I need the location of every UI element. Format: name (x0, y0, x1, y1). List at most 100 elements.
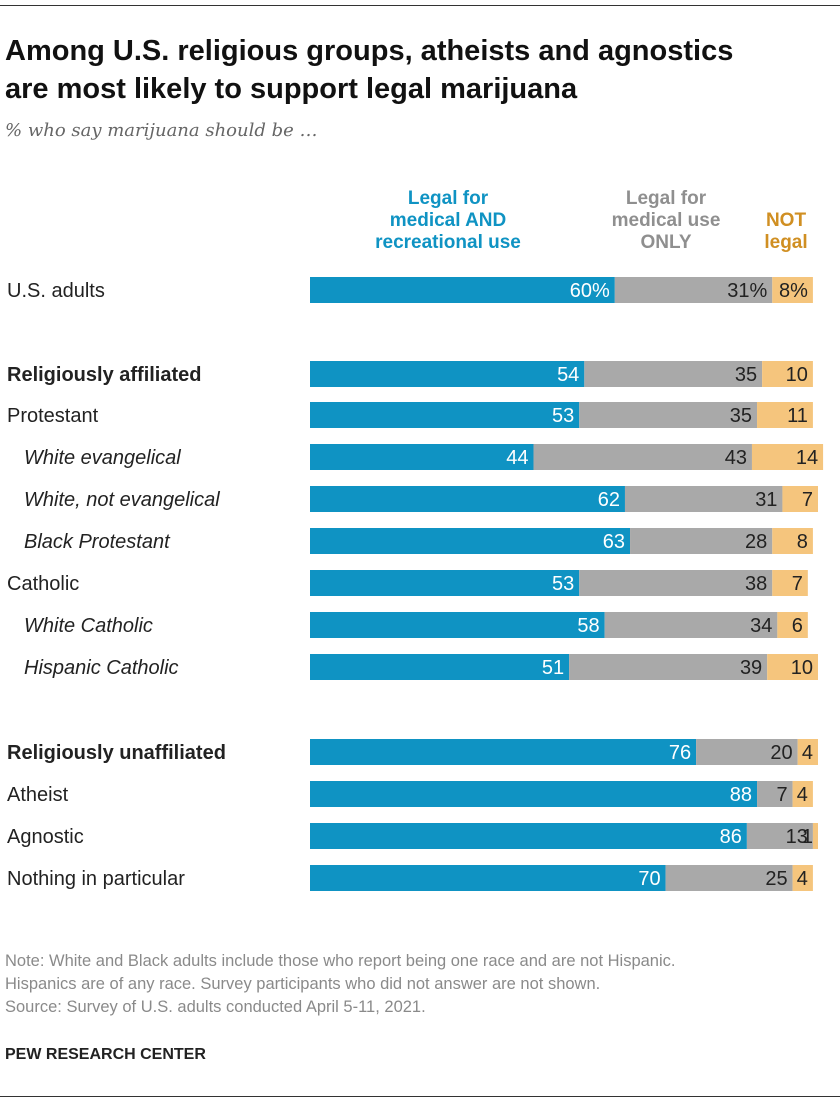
value-label-series-1-row-5: 62 (598, 489, 620, 511)
bar-series-3-row-2 (762, 361, 813, 387)
chart-subtitle: % who say marijuana should be … (5, 120, 318, 141)
bar-series-2-row-6 (630, 528, 773, 554)
bar-series-1-row-8 (310, 612, 605, 638)
bar-series-3-row-9 (767, 654, 818, 680)
bar-series-2-row-7 (579, 570, 773, 596)
value-label-series-2-row-6: 28 (745, 531, 767, 553)
value-label-series-3-row-9: 10 (791, 657, 813, 679)
bar-series-2-row-9 (569, 654, 768, 680)
value-label-series-3-row-12: 1 (802, 826, 813, 848)
bar-series-1-row-7 (310, 570, 580, 596)
value-label-series-3-row-5: 7 (802, 489, 813, 511)
note-line-2: Hispanics are of any race. Survey partic… (5, 975, 601, 993)
value-label-series-3-row-6: 8 (797, 531, 808, 553)
legend-series-2-line-1: Legal for (626, 188, 707, 209)
category-label-4: White evangelical (24, 447, 181, 469)
value-label-series-2-row-7: 38 (745, 573, 767, 595)
value-label-series-2-row-1: 31% (727, 280, 767, 302)
bar-series-2-row-8 (604, 612, 778, 638)
category-label-10: Religiously unaffiliated (7, 742, 226, 764)
value-label-series-1-row-13: 70 (638, 868, 660, 890)
bar-series-2-row-11 (757, 781, 793, 807)
bar-series-3-row-4 (751, 444, 824, 470)
bottom-rule (0, 1096, 840, 1097)
value-label-series-3-row-8: 6 (792, 615, 803, 637)
bar-series-2-row-12 (746, 823, 813, 849)
value-label-series-2-row-5: 31 (755, 489, 777, 511)
value-label-series-1-row-6: 63 (603, 531, 625, 553)
bar-series-2-row-2 (584, 361, 763, 387)
value-label-series-3-row-13: 4 (797, 868, 808, 890)
value-label-series-1-row-4: 44 (506, 447, 528, 469)
value-label-series-1-row-7: 53 (552, 573, 574, 595)
bar-series-2-row-10 (696, 739, 798, 765)
bar-series-2-row-13 (665, 865, 793, 891)
value-label-series-1-row-12: 86 (720, 826, 742, 848)
value-label-series-2-row-2: 35 (735, 364, 757, 386)
value-label-series-1-row-10: 76 (669, 742, 691, 764)
category-label-11: Atheist (7, 784, 69, 806)
bar-series-3-row-13 (792, 865, 813, 891)
bar-series-2-row-1 (614, 277, 773, 303)
legend-series-1-line-1: Legal for (408, 188, 489, 209)
bar-series-3-row-12 (812, 823, 818, 849)
category-label-3: Protestant (7, 405, 99, 427)
value-label-series-1-row-2: 54 (557, 364, 579, 386)
category-label-1: U.S. adults (7, 280, 105, 302)
bar-series-3-row-5 (782, 486, 818, 512)
value-label-series-1-row-3: 53 (552, 405, 574, 427)
title-line-2: are most likely to support legal marijua… (5, 73, 578, 105)
bar-series-3-row-10 (797, 739, 818, 765)
value-label-series-1-row-1: 60% (570, 280, 610, 302)
value-label-series-1-row-8: 58 (577, 615, 599, 637)
bar-series-1-row-6 (310, 528, 631, 554)
value-label-series-3-row-2: 10 (786, 364, 808, 386)
value-label-series-2-row-9: 39 (740, 657, 762, 679)
value-label-series-2-row-8: 34 (750, 615, 772, 637)
bar-series-3-row-7 (772, 570, 808, 596)
bar-series-3-row-3 (757, 402, 813, 428)
bar-series-1-row-2 (310, 361, 585, 387)
bar-series-3-row-6 (772, 528, 813, 554)
legend-series-1-line-2: medical AND (390, 210, 507, 231)
bar-series-1-row-4 (310, 444, 534, 470)
value-label-series-3-row-7: 7 (792, 573, 803, 595)
value-label-series-3-row-1: 8% (779, 280, 808, 302)
category-label-9: Hispanic Catholic (24, 657, 179, 679)
category-label-12: Agnostic (7, 826, 84, 848)
bar-series-1-row-11 (310, 781, 758, 807)
value-label-series-1-row-11: 88 (730, 784, 752, 806)
value-label-series-2-row-3: 35 (730, 405, 752, 427)
bar-series-3-row-1 (772, 277, 813, 303)
note-line-3: Source: Survey of U.S. adults conducted … (5, 998, 426, 1016)
bar-series-1-row-3 (310, 402, 580, 428)
bar-series-1-row-1 (310, 277, 615, 303)
bar-series-1-row-10 (310, 739, 697, 765)
bar-series-1-row-5 (310, 486, 625, 512)
category-label-8: White Catholic (24, 615, 153, 637)
value-label-series-2-row-11: 7 (776, 784, 787, 806)
bar-series-1-row-9 (310, 654, 570, 680)
category-label-5: White, not evangelical (24, 489, 220, 511)
value-label-series-3-row-4: 14 (796, 447, 818, 469)
legend-series-3-line-2: legal (764, 232, 807, 253)
legend-series-1-line-3: recreational use (375, 232, 521, 253)
top-rule (0, 5, 840, 6)
value-label-series-3-row-3: 11 (787, 405, 808, 427)
bar-series-3-row-11 (792, 781, 813, 807)
bar-series-1-row-13 (310, 865, 666, 891)
title-line-1: Among U.S. religious groups, atheists an… (5, 35, 734, 67)
category-label-2: Religiously affiliated (7, 364, 201, 386)
legend-series-2-line-2: medical use (612, 210, 721, 231)
bar-series-1-row-12 (310, 823, 747, 849)
legend-series-3-line-1: NOT (766, 210, 807, 231)
category-label-7: Catholic (7, 573, 79, 595)
bar-series-2-row-5 (624, 486, 783, 512)
chart-notes: Note: White and Black adults include tho… (5, 950, 835, 1019)
value-label-series-3-row-11: 4 (797, 784, 808, 806)
chart-title: Among U.S. religious groups, atheists an… (5, 32, 835, 108)
bar-series-3-row-8 (777, 612, 808, 638)
category-label-6: Black Protestant (24, 531, 171, 553)
value-label-series-2-row-13: 25 (765, 868, 787, 890)
